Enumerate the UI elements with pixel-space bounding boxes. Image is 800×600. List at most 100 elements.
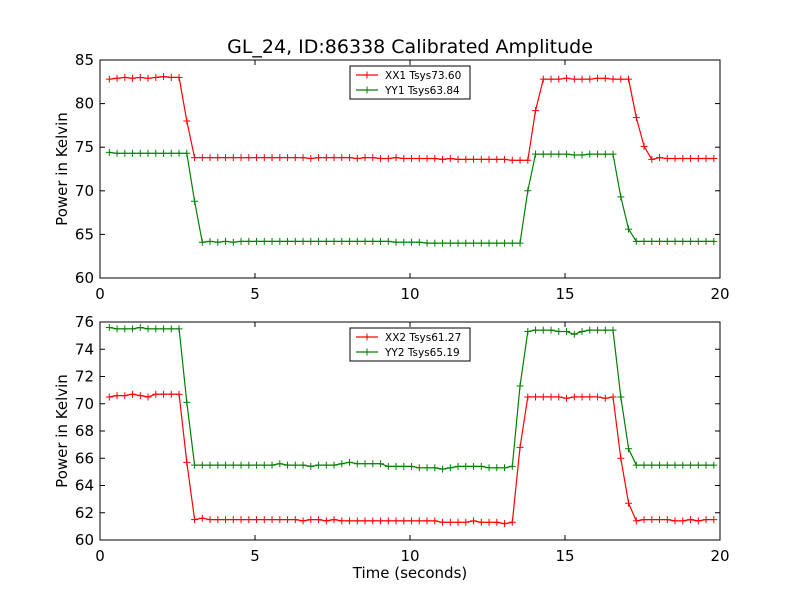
data-point: [353, 155, 361, 163]
data-point: [501, 239, 509, 247]
data-point: [183, 398, 191, 406]
data-point: [121, 73, 129, 81]
data-point: [400, 238, 408, 246]
series-1: [105, 323, 718, 473]
data-point: [601, 150, 609, 158]
data-point: [563, 74, 571, 82]
data-point: [392, 238, 400, 246]
chart-title: GL_24, ID:86338 Calibrated Amplitude: [227, 36, 593, 58]
y-tick-label: 75: [75, 138, 94, 156]
data-point: [679, 461, 687, 469]
x-tick-label: 15: [555, 285, 574, 303]
data-point: [702, 155, 710, 163]
x-tick-label: 10: [400, 285, 419, 303]
data-point: [198, 238, 206, 246]
data-point: [671, 461, 679, 469]
data-point: [408, 155, 416, 163]
data-point: [632, 237, 640, 245]
data-point: [679, 237, 687, 245]
data-point: [477, 155, 485, 163]
data-point: [400, 517, 408, 525]
data-point: [152, 149, 160, 157]
data-point: [113, 325, 121, 333]
data-point: [501, 464, 509, 472]
data-point: [547, 393, 555, 401]
data-point: [555, 393, 563, 401]
data-point: [113, 74, 121, 82]
data-point: [594, 393, 602, 401]
data-point: [431, 155, 439, 163]
data-point: [284, 154, 292, 162]
y-tick-label: 68: [75, 422, 94, 440]
data-point: [508, 156, 516, 164]
data-point: [152, 390, 160, 398]
data-point: [648, 461, 656, 469]
data-point: [191, 197, 199, 205]
data-point: [532, 107, 540, 115]
data-point: [687, 461, 695, 469]
data-point: [594, 326, 602, 334]
top-panel: 0 5 10 15 20 60 65 70 75 80 85 Power in Kelvin XX1 T…: [53, 51, 730, 303]
data-point: [586, 326, 594, 334]
y-tick-label: 72: [75, 368, 94, 386]
data-point: [191, 516, 199, 524]
data-point: [144, 393, 152, 401]
data-point: [539, 75, 547, 83]
data-point: [547, 150, 555, 158]
data-point: [578, 151, 586, 159]
data-point: [338, 517, 346, 525]
data-point: [384, 462, 392, 470]
data-point: [291, 154, 299, 162]
data-point: [570, 393, 578, 401]
data-point: [237, 154, 245, 162]
data-point: [632, 517, 640, 525]
data-point: [129, 149, 137, 157]
data-point: [687, 155, 695, 163]
data-point: [601, 326, 609, 334]
data-point: [206, 461, 214, 469]
data-point: [198, 514, 206, 522]
legend-box: [349, 327, 471, 362]
data-point: [206, 154, 214, 162]
data-point: [648, 237, 656, 245]
data-point: [694, 155, 702, 163]
y-tick-label: 60: [75, 269, 94, 287]
data-point: [508, 518, 516, 526]
data-point: [260, 516, 268, 524]
x-tick-label: 10: [400, 547, 419, 565]
data-point: [284, 516, 292, 524]
data-point: [338, 154, 346, 162]
legend-label: XX1 Tsys73.60: [385, 70, 461, 82]
data-point: [105, 75, 113, 83]
data-point: [454, 239, 462, 247]
data-point: [524, 328, 532, 336]
data-point: [578, 328, 586, 336]
legend-marker: [363, 348, 371, 356]
series-1: [105, 148, 718, 247]
data-point: [524, 393, 532, 401]
data-point: [291, 516, 299, 524]
bottom-panel: 0 5 10 15 20 60 62 64 66 68 70 72 74 76 Power in Kelvi…: [53, 313, 730, 582]
data-point: [671, 517, 679, 525]
x-tick-label: 5: [250, 285, 260, 303]
data-point: [214, 238, 222, 246]
y-tick-label: 60: [75, 531, 94, 549]
data-point: [307, 462, 315, 470]
legend-label: YY2 Tsys65.19: [384, 347, 460, 359]
data-point: [408, 517, 416, 525]
data-point: [516, 239, 524, 247]
data-point: [299, 461, 307, 469]
data-point: [547, 326, 555, 334]
data-point: [578, 393, 586, 401]
y-tick-label: 62: [75, 504, 94, 522]
data-point: [470, 517, 478, 525]
data-point: [377, 517, 385, 525]
data-point: [415, 464, 423, 472]
data-point: [237, 461, 245, 469]
data-point: [470, 155, 478, 163]
data-point: [121, 392, 129, 400]
data-point: [710, 237, 718, 245]
data-point: [307, 516, 315, 524]
data-point: [477, 462, 485, 470]
data-point: [183, 117, 191, 125]
